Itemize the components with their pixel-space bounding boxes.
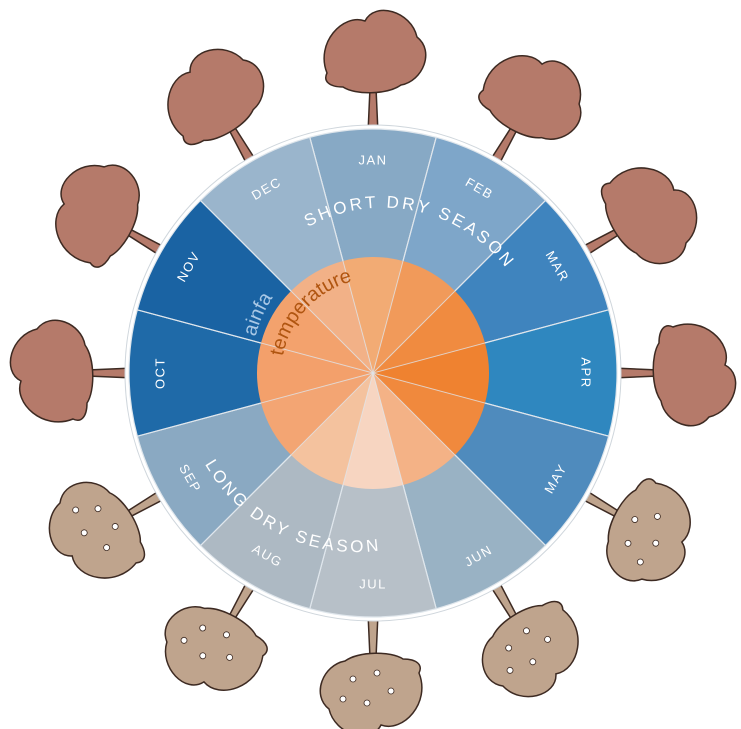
temperature-sector-may bbox=[373, 373, 485, 455]
temperature-sector-mar bbox=[373, 291, 485, 373]
temperature-sector-oct bbox=[257, 343, 373, 403]
month-label-jan: JAN bbox=[358, 152, 387, 167]
tree-oct-leafy bbox=[9, 319, 134, 423]
sector-divider bbox=[200, 372, 374, 546]
tree-dec-leafy bbox=[167, 48, 265, 169]
temperature-sector-feb bbox=[373, 261, 455, 373]
sector-divider bbox=[309, 372, 374, 609]
month-label-oct: OCT bbox=[152, 357, 167, 389]
trees-ring bbox=[9, 9, 737, 729]
rainfall-sector-jan bbox=[309, 128, 437, 376]
tree-nov-leafy bbox=[55, 164, 169, 268]
sector-divider bbox=[200, 200, 374, 374]
temperature-sector-jul bbox=[343, 373, 403, 489]
month-label-jul: JUL bbox=[359, 576, 387, 591]
temperature-sector-jun bbox=[373, 373, 455, 485]
tree-sep-bare bbox=[48, 481, 169, 579]
tree-jan-leafy bbox=[323, 9, 427, 134]
temperature-sector-sep bbox=[261, 373, 373, 455]
temperature-sector-jan bbox=[343, 257, 403, 373]
rainfall-sector-apr bbox=[370, 309, 618, 437]
rainfall-sector-jul bbox=[309, 370, 437, 618]
month-label-apr: APR bbox=[579, 357, 594, 388]
tree-feb-leafy bbox=[478, 55, 582, 169]
rainfall-sector-oct bbox=[128, 309, 376, 437]
tree-jun-bare bbox=[481, 577, 579, 698]
temperature-sector-apr bbox=[373, 343, 489, 403]
tree-mar-leafy bbox=[577, 167, 698, 265]
sector-divider bbox=[372, 309, 609, 374]
sector-divider bbox=[137, 309, 374, 374]
sector-divider bbox=[372, 137, 437, 374]
wheel bbox=[124, 124, 622, 622]
sector-divider bbox=[372, 200, 546, 374]
sector-divider bbox=[372, 372, 609, 437]
temperature-sector-dec bbox=[291, 261, 373, 373]
sector-divider bbox=[309, 137, 374, 374]
sector-divider bbox=[372, 372, 437, 609]
tree-jul-bare bbox=[319, 612, 423, 729]
temperature-sector-aug bbox=[291, 373, 373, 485]
sector-divider bbox=[372, 372, 546, 546]
tree-aug-bare bbox=[164, 577, 268, 691]
tree-apr-leafy bbox=[612, 323, 737, 427]
temperature-sector-nov bbox=[261, 291, 373, 373]
sector-divider bbox=[137, 372, 374, 437]
